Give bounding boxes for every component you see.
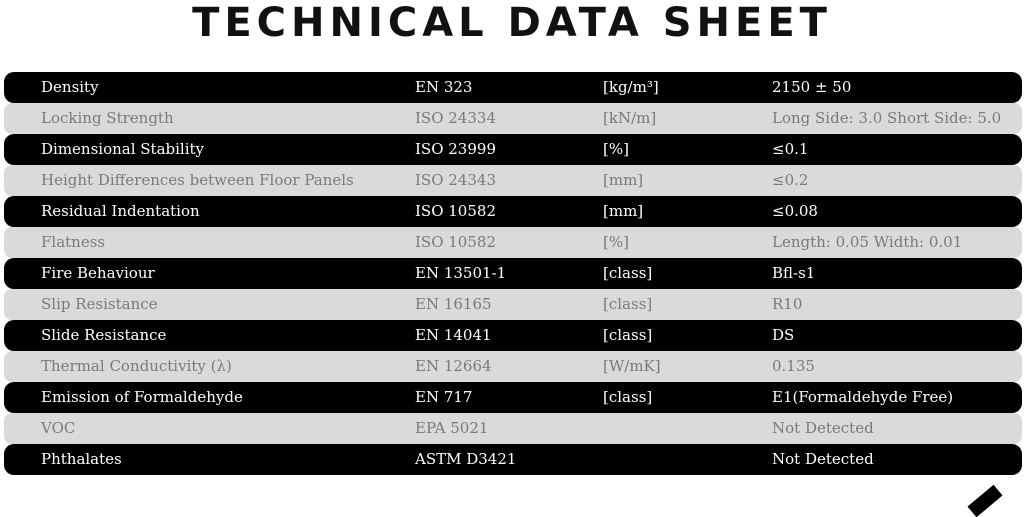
cell-unit: [%] bbox=[603, 233, 629, 251]
cell-unit: [W/mK] bbox=[603, 357, 661, 375]
cell-unit: [class] bbox=[603, 326, 653, 344]
cell-standard: ISO 10582 bbox=[415, 233, 496, 251]
table-row: Phthalates ASTM D3421 Not Detected bbox=[4, 444, 1022, 475]
cell-value: DS bbox=[772, 326, 795, 344]
cell-value: ≤0.08 bbox=[772, 202, 818, 220]
cell-unit: [class] bbox=[603, 264, 653, 282]
cell-value: Long Side: 3.0 Short Side: 5.0 bbox=[772, 109, 1002, 127]
table-row: Thermal Conductivity (λ) EN 12664 [W/mK] 0.… bbox=[4, 351, 1022, 382]
cell-unit: [class] bbox=[603, 388, 653, 406]
cell-property: Density bbox=[41, 78, 99, 96]
logo-mark bbox=[967, 484, 1003, 517]
cell-value: ≤0.1 bbox=[772, 140, 809, 158]
cell-standard: ISO 24334 bbox=[415, 109, 496, 127]
cell-standard: EN 323 bbox=[415, 78, 473, 96]
cell-unit: [mm] bbox=[603, 202, 644, 220]
data-table: Density EN 323 [kg/m³] 2150 ± 50 Locking Str… bbox=[4, 72, 1022, 475]
cell-unit: [mm] bbox=[603, 171, 644, 189]
cell-value: 0.135 bbox=[772, 357, 815, 375]
cell-value: Not Detected bbox=[772, 419, 874, 437]
table-row: Slide Resistance EN 14041 [class] DS bbox=[4, 320, 1022, 351]
table-row: Height Differences between Floor Panels I… bbox=[4, 165, 1022, 196]
cell-standard: EN 16165 bbox=[415, 295, 492, 313]
cell-standard: EN 14041 bbox=[415, 326, 492, 344]
table-row: Residual Indentation ISO 10582 [mm] ≤0.08 bbox=[4, 196, 1022, 227]
cell-value: ≤0.2 bbox=[772, 171, 809, 189]
cell-property: Emission of Formaldehyde bbox=[41, 388, 243, 406]
cell-standard: EN 13501-1 bbox=[415, 264, 507, 282]
table-row: Emission of Formaldehyde EN 717 [class] E1(… bbox=[4, 382, 1022, 413]
table-row: Dimensional Stability ISO 23999 [%] ≤0.1 bbox=[4, 134, 1022, 165]
cell-value: Bfl-s1 bbox=[772, 264, 816, 282]
cell-property: Slip Resistance bbox=[41, 295, 158, 313]
cell-value: Not Detected bbox=[772, 450, 874, 468]
cell-property: Locking Strength bbox=[41, 109, 174, 127]
cell-value: 2150 ± 50 bbox=[772, 78, 852, 96]
cell-unit: [class] bbox=[603, 295, 653, 313]
cell-standard: EPA 5021 bbox=[415, 419, 489, 437]
cell-property: Thermal Conductivity (λ) bbox=[41, 357, 232, 375]
table-row: Flatness ISO 10582 [%] Length: 0.05 Width: … bbox=[4, 227, 1022, 258]
cell-property: Fire Behaviour bbox=[41, 264, 155, 282]
cell-value: Length: 0.05 Width: 0.01 bbox=[772, 233, 963, 251]
table-row: Density EN 323 [kg/m³] 2150 ± 50 bbox=[4, 72, 1022, 103]
table-row: Locking Strength ISO 24334 [kN/m] Long Side… bbox=[4, 103, 1022, 134]
cell-standard: EN 12664 bbox=[415, 357, 492, 375]
cell-unit: [%] bbox=[603, 140, 629, 158]
table-row: Fire Behaviour EN 13501-1 [class] Bfl-s1 bbox=[4, 258, 1022, 289]
cell-property: Dimensional Stability bbox=[41, 140, 205, 158]
cell-unit: [kN/m] bbox=[603, 109, 657, 127]
page-title: TECHNICAL DATA SHEET bbox=[192, 0, 832, 46]
cell-standard: ISO 23999 bbox=[415, 140, 496, 158]
cell-standard: ASTM D3421 bbox=[415, 450, 517, 468]
cell-unit: [kg/m³] bbox=[603, 78, 659, 96]
cell-property: Residual Indentation bbox=[41, 202, 200, 220]
cell-property: Slide Resistance bbox=[41, 326, 167, 344]
cell-standard: ISO 10582 bbox=[415, 202, 496, 220]
cell-property: Phthalates bbox=[41, 450, 122, 468]
cell-value: R10 bbox=[772, 295, 803, 313]
table-row: VOC EPA 5021 Not Detected bbox=[4, 413, 1022, 444]
cell-property: Flatness bbox=[41, 233, 106, 251]
cell-property: Height Differences between Floor Panels bbox=[41, 171, 354, 189]
cell-value: E1(Formaldehyde Free) bbox=[772, 388, 954, 406]
table-row: Slip Resistance EN 16165 [class] R10 bbox=[4, 289, 1022, 320]
cell-standard: EN 717 bbox=[415, 388, 473, 406]
cell-standard: ISO 24343 bbox=[415, 171, 496, 189]
cell-property: VOC bbox=[41, 419, 76, 437]
